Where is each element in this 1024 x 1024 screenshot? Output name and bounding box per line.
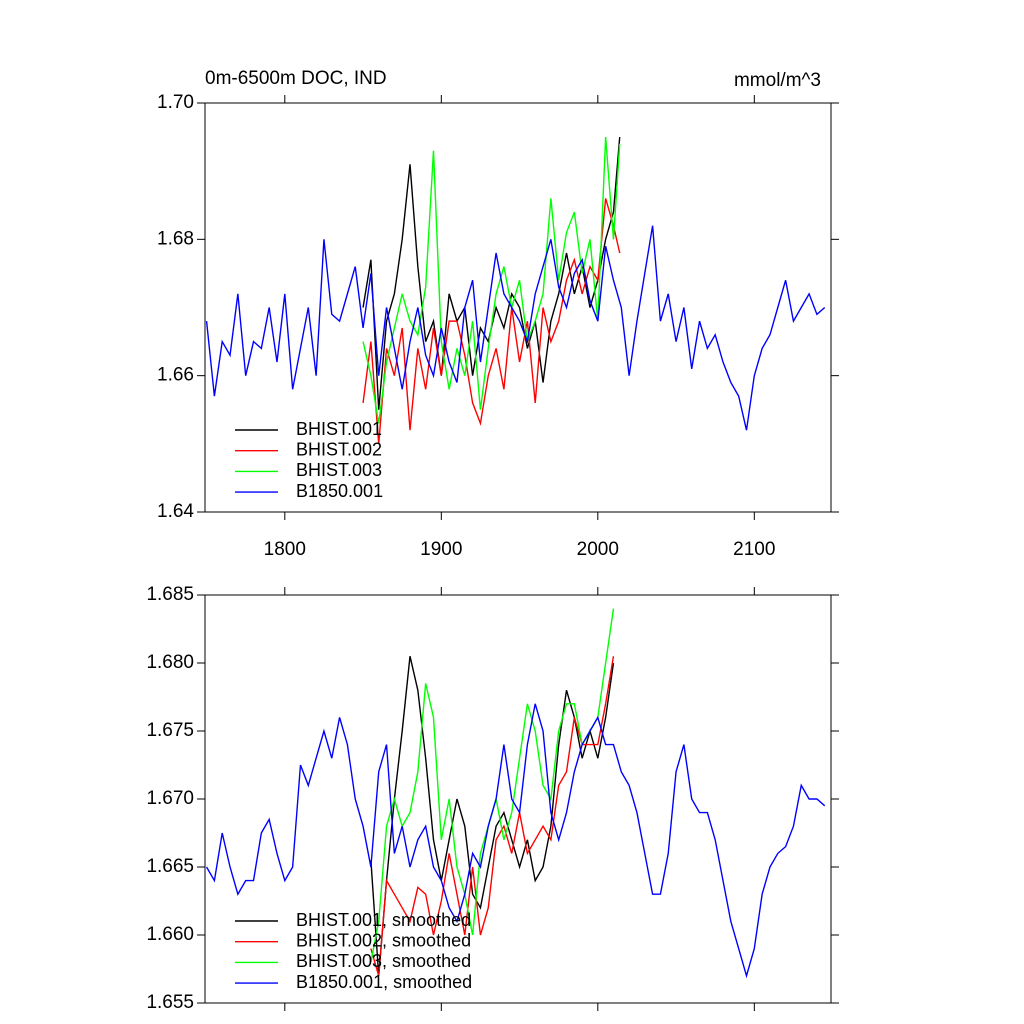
- y-tick-label: 1.655: [146, 992, 194, 1013]
- x-tick-label: 2100: [733, 539, 775, 560]
- y-tick-label: 1.685: [146, 584, 194, 605]
- series-line: [205, 703, 826, 979]
- legend-label: BHIST.002, smoothed: [296, 930, 471, 950]
- series-line: [362, 137, 621, 424]
- units-label: mmol/m^3: [734, 70, 821, 91]
- series-line: [362, 198, 621, 444]
- x-tick-label: 1800: [264, 539, 306, 560]
- y-tick-label: 1.66: [157, 365, 194, 386]
- legend-label: BHIST.001, smoothed: [296, 910, 471, 930]
- x-tick-label: 2000: [577, 539, 619, 560]
- chart-title: 0m-6500m DOC, IND: [205, 68, 387, 89]
- series-line: [370, 656, 615, 976]
- legend-label: B1850.001: [296, 481, 383, 501]
- legend-label: BHIST.003, smoothed: [296, 951, 471, 971]
- y-tick-label: 1.660: [146, 924, 194, 945]
- y-tick-label: 1.680: [146, 652, 194, 673]
- y-tick-label: 1.670: [146, 788, 194, 809]
- x-tick-label: 1900: [420, 539, 462, 560]
- legend-label: BHIST.001: [296, 419, 382, 439]
- y-tick-label: 1.665: [146, 856, 194, 877]
- y-tick-label: 1.64: [157, 501, 194, 522]
- series-line: [362, 137, 621, 410]
- legend-label: BHIST.003: [296, 460, 382, 480]
- y-tick-label: 1.68: [157, 228, 194, 249]
- y-tick-label: 1.70: [157, 92, 194, 113]
- y-tick-label: 1.675: [146, 720, 194, 741]
- series-line: [370, 656, 615, 976]
- legend-label: BHIST.002: [296, 439, 382, 459]
- series-line: [205, 225, 826, 431]
- plot-frame: [204, 102, 832, 513]
- legend-label: B1850.001, smoothed: [296, 972, 472, 992]
